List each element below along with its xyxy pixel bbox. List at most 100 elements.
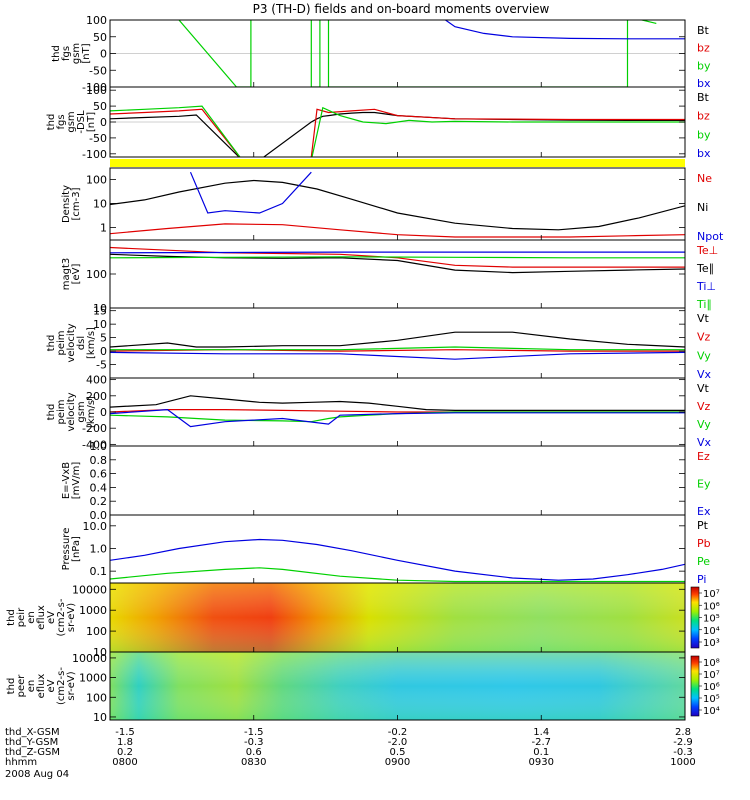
y-tick-label: 100 [86, 268, 107, 281]
x-axis-row-label: thd_Z-GSM [5, 747, 60, 758]
legend-pi: Pi [697, 573, 706, 586]
panel-1: 100 50 0 -50 -100 thd fgs gsm [nT] Bt bz by bx [51, 14, 711, 94]
y-tick-label: 0.4 [90, 481, 108, 494]
legend-vt: Vt [697, 312, 710, 325]
y-axis-label: eflux [36, 605, 47, 630]
y-tick-label: 400 [86, 374, 107, 387]
heatmap-overlay [110, 652, 685, 720]
y-axis-label: peim [56, 399, 67, 424]
y-tick-label: -5 [96, 359, 107, 372]
y-tick-label: 10 [93, 197, 107, 210]
x-axis-value: 1000 [670, 757, 695, 768]
y-axis-label: [eV] [71, 264, 82, 285]
colorbar-tick-label: 10⁵ [703, 614, 720, 625]
legend-vz: Vz [697, 331, 711, 344]
y-axis-label: [cm-3] [71, 187, 82, 220]
y-axis-label: (cm2-s- [56, 598, 67, 636]
legend-bx: bx [697, 147, 711, 160]
series-by-line [110, 105, 685, 157]
y-tick-label: 0 [100, 345, 107, 358]
legend-npot: Npot [697, 230, 724, 243]
y-tick-label: 10.0 [83, 520, 108, 533]
legend-te: Te∥ [696, 262, 714, 275]
y-axis-label: en [26, 611, 37, 624]
x-axis-value: 2.8 [675, 727, 691, 738]
y-axis-label: en [26, 680, 37, 693]
y-axis-label: gsm [76, 401, 87, 422]
x-axis-value: 0.6 [246, 747, 262, 758]
colorbar-tick-label: 10⁴ [703, 626, 720, 637]
panel-frame [109, 307, 686, 379]
panel-3: 100 10 1 Density [cm-3] Ne Ni Npot [61, 167, 724, 243]
panel-2: 100 50 0 -50 -100 thd fgs gsm -DSL [nT] Bt bz by bx [46, 84, 711, 161]
panel-frame [109, 514, 686, 584]
legend-by: by [697, 128, 711, 141]
y-axis-label: velocity [66, 323, 77, 362]
x-axis-labels: thd_X-GSM -1.5 -1.5 -0.2 1.4 2.8 thd_Y-GSM 1.8 -… [5, 727, 696, 780]
y-tick-label: 0 [100, 48, 107, 61]
series-te-line [110, 246, 685, 268]
x-axis-value: 0900 [385, 757, 410, 768]
y-axis-label: sr-eV) [66, 603, 77, 632]
y-tick-label: 15 [93, 305, 107, 318]
y-axis-label: thd [51, 45, 62, 62]
series-vx-line [110, 351, 685, 360]
series-bx-line [444, 20, 685, 40]
y-tick-label: 10 [93, 318, 107, 331]
legend-bt: Bt [697, 91, 710, 104]
colorbar-tick-label: 10⁵ [703, 694, 720, 705]
x-axis-value: 0.1 [533, 747, 549, 758]
series-vt-line [110, 331, 685, 348]
legend-vx: Vx [697, 436, 712, 449]
colorbar-tick-label: 10³ [703, 638, 720, 649]
legend-bz: bz [697, 42, 710, 55]
y-tick-label: 1.0 [90, 440, 108, 453]
x-axis-value: -2.7 [531, 737, 551, 748]
panel-frame [109, 445, 686, 516]
y-tick-label: 100 [86, 173, 107, 186]
y-tick-label: 0 [100, 116, 107, 129]
x-axis-value: 0830 [241, 757, 266, 768]
y-axis-label: peim [56, 330, 67, 355]
y-axis-label: [nT] [86, 112, 97, 132]
y-tick-label: 0.6 [90, 468, 108, 481]
y-axis-label: thd [46, 404, 57, 421]
x-axis-value: -1.5 [115, 727, 135, 738]
legend-by: by [697, 59, 711, 72]
legend-ne: Ne [697, 172, 712, 185]
y-axis-label: Density [61, 185, 72, 223]
y-tick-label: 200 [86, 390, 107, 403]
y-axis-label: magt3 [61, 258, 72, 291]
status-bar-yellow [110, 159, 685, 167]
y-tick-label: 1 [100, 221, 107, 234]
y-tick-label: 10000 [72, 652, 107, 665]
y-axis-label: eflux [36, 674, 47, 699]
legend-vx: Vx [697, 368, 712, 381]
legend-pb: Pb [697, 537, 711, 550]
colorbar-tick-label: 10⁴ [703, 706, 720, 717]
legend-ey: Ey [697, 478, 711, 491]
colorbar-tick-label: 10⁶ [703, 601, 720, 612]
legend-ez: Ez [697, 450, 710, 463]
x-axis-value: -0.3 [673, 747, 693, 758]
y-tick-label: 0 [100, 406, 107, 419]
y-tick-label: 100 [86, 691, 107, 704]
series-vy-line [110, 411, 685, 423]
x-axis-row-label: hhmm [5, 757, 37, 768]
y-tick-label: 0.2 [90, 495, 108, 508]
panel-frame [109, 167, 686, 241]
y-tick-label: 1000 [79, 604, 107, 617]
series-vx-line [110, 408, 685, 428]
legend-ti: Ti∥ [696, 298, 712, 311]
y-tick-label: -50 [89, 132, 107, 145]
x-axis-value: -0.2 [388, 727, 408, 738]
panel-6: 400 200 0 -200 -400 thd peim velocity gsm [km/s] V… [46, 374, 712, 452]
colorbar-tick-label: 10⁷ [703, 589, 720, 600]
x-axis-value: 0.2 [117, 747, 133, 758]
colorbar [690, 586, 700, 649]
y-axis-label: [mV/m] [71, 462, 82, 500]
y-axis-label: eV [46, 679, 57, 692]
